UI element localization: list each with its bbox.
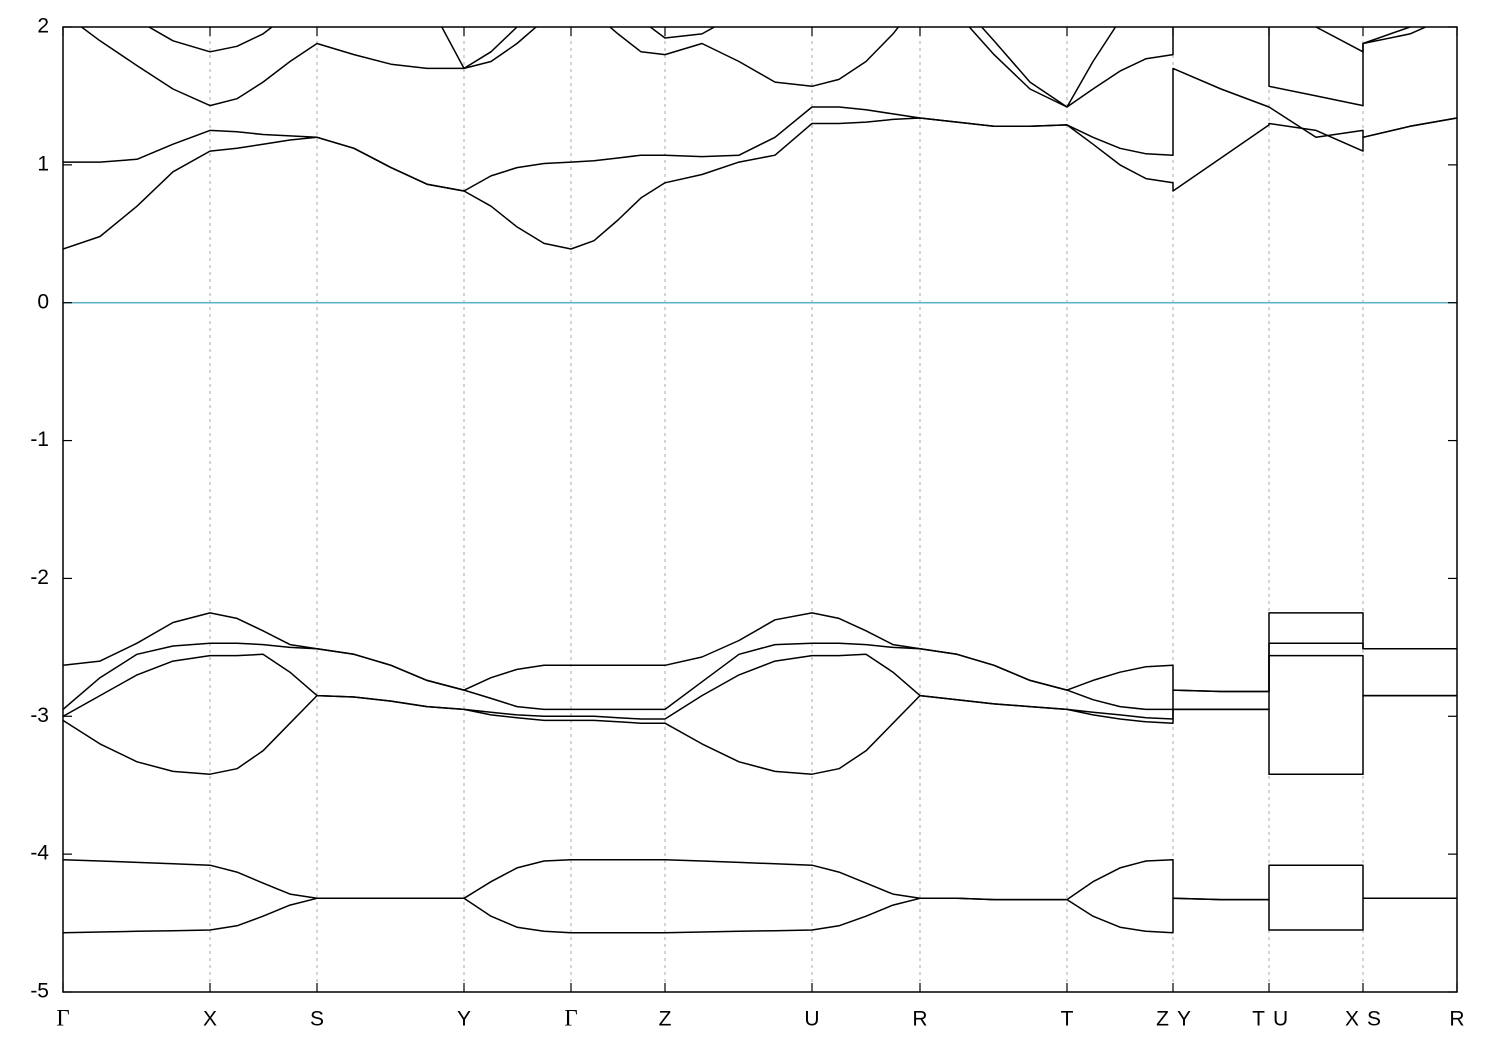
x-tick-label: Y — [1177, 1008, 1191, 1031]
band-line — [63, 642, 1457, 711]
y-tick-label: 2 — [37, 15, 49, 38]
x-tick-label: S — [310, 1008, 324, 1031]
y-tick-label: 0 — [37, 290, 49, 313]
y-tick-label: -4 — [30, 842, 49, 865]
x-tick-label: Y — [457, 1008, 471, 1031]
band-line — [63, 897, 1457, 934]
band-line — [63, 694, 1457, 775]
y-tick-label: 1 — [37, 152, 49, 175]
x-tick-label: S — [1367, 1008, 1381, 1031]
axes-layer: 210-1-2-3-4-5Γ X S Y Γ Z U R T Z Y T U X S R — [30, 15, 1464, 1031]
y-tick-label: -5 — [30, 980, 49, 1003]
y-tick-label: -2 — [30, 566, 49, 589]
x-tick-label: X — [203, 1008, 217, 1031]
x-tick-label: U — [1273, 1008, 1288, 1031]
x-tick-label: Z — [659, 1008, 672, 1031]
x-tick-label: X — [1345, 1008, 1359, 1031]
band-line — [63, 612, 1457, 693]
x-tick-label: R — [1449, 1008, 1464, 1031]
x-tick-label: Γ — [56, 1005, 69, 1030]
band-line — [80, 27, 1412, 108]
band-line — [63, 653, 1457, 720]
grid-layer — [209, 27, 1364, 992]
band-line — [63, 858, 1457, 901]
y-tick-label: -3 — [30, 704, 49, 727]
y-tick-label: -1 — [30, 428, 49, 451]
x-tick-label: Γ — [564, 1005, 577, 1030]
band-line — [63, 67, 1457, 192]
band-line — [147, 27, 1428, 108]
x-tick-label: U — [804, 1008, 819, 1031]
x-tick-label: T — [1252, 1008, 1265, 1031]
plot-frame — [62, 26, 1458, 993]
x-tick-label: Z — [1156, 1008, 1169, 1031]
band-line — [63, 117, 1457, 250]
x-tick-label: T — [1061, 1008, 1074, 1031]
plot-area — [63, 27, 1457, 934]
x-tick-label: R — [912, 1008, 927, 1031]
